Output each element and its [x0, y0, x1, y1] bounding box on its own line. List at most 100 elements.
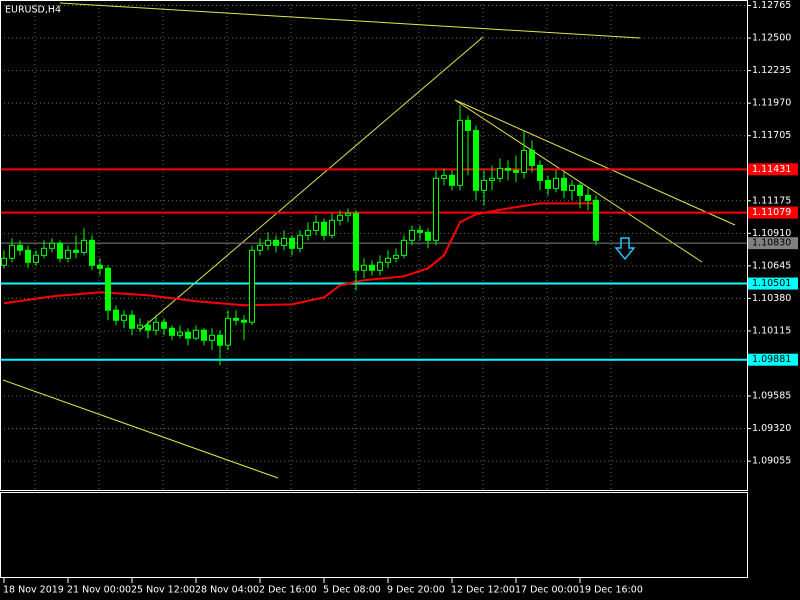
candle-body: [49, 242, 55, 249]
candle-body: [305, 229, 311, 236]
candle-body: [161, 321, 167, 329]
candle-body: [345, 212, 351, 216]
price-level-label: 1.10501: [752, 278, 791, 289]
candle-body: [401, 239, 407, 256]
candle-body: [393, 254, 399, 259]
main-panel-frame: [0, 0, 748, 491]
candle-body: [193, 329, 199, 339]
level-labels: 1.11431 1.11079 1.10830 1.10501 1.09881: [748, 163, 798, 366]
candle-body: [313, 221, 319, 231]
candle-body: [321, 221, 327, 236]
candle-body: [209, 334, 215, 341]
price-level-label: 1.09881: [752, 354, 791, 365]
candle-body: [217, 334, 223, 346]
candle-body: [553, 177, 559, 189]
candle-body: [329, 219, 335, 236]
candle-body: [65, 249, 71, 259]
candle-body: [529, 149, 535, 166]
candle-body: [585, 194, 591, 201]
y-tick-label: 1.11970: [752, 98, 791, 109]
x-tick-label: 12 Dec 12:00: [451, 585, 515, 596]
candle-body: [41, 247, 47, 256]
candle-body: [537, 164, 543, 181]
sub-panel-frame: [0, 492, 748, 578]
price-level-label: 1.11431: [752, 164, 791, 175]
trend-line: [454, 99, 703, 263]
candle-body: [105, 267, 111, 311]
candle-body: [513, 169, 519, 173]
price-level-label: 1.11079: [752, 207, 791, 218]
candle-body: [33, 254, 39, 263]
candle-body: [473, 129, 479, 191]
x-tick-label: 9 Dec 20:00: [387, 585, 445, 596]
sell-arrow: [614, 237, 636, 261]
x-tick-label: 17 Dec 00:00: [515, 585, 579, 596]
candle-body: [545, 179, 551, 189]
x-tick-label: 5 Dec 08:00: [323, 585, 381, 596]
grid: [0, 0, 747, 490]
candle-body: [121, 314, 127, 321]
candle-body: [377, 261, 383, 271]
y-tick-label: 1.12500: [752, 33, 791, 44]
trend-line: [454, 99, 736, 226]
candle-body: [201, 329, 207, 341]
candle-body: [73, 249, 79, 253]
y-tick-label: 1.10380: [752, 293, 791, 304]
candle-body: [457, 119, 463, 186]
candle-body: [577, 184, 583, 196]
trend-line: [2, 379, 279, 479]
candle-body: [145, 324, 151, 331]
candle-body: [521, 149, 527, 173]
y-tick-label: 1.09320: [752, 423, 791, 434]
candle-body: [185, 331, 191, 339]
candle-body: [505, 167, 511, 171]
candle-body: [361, 264, 367, 271]
candle-body: [593, 199, 599, 241]
y-tick-label: 1.10645: [752, 260, 791, 271]
candle-body: [297, 234, 303, 249]
levels: [0, 168, 747, 361]
candle-body: [489, 177, 495, 181]
price-level-tag: [748, 237, 798, 250]
candle-body: [81, 239, 87, 253]
candle-body: [433, 177, 439, 241]
candle-body: [289, 237, 295, 249]
candle-body: [97, 264, 103, 269]
x-tick-label: 25 Nov 12:00: [131, 585, 195, 596]
candle-body: [57, 242, 63, 259]
candle-body: [353, 212, 359, 271]
y-tick-label: 1.10115: [752, 325, 791, 336]
candle-body: [249, 249, 255, 323]
candle-body: [1, 257, 7, 266]
candle-body: [153, 321, 159, 331]
candle-body: [233, 317, 239, 321]
candle-body: [409, 229, 415, 241]
candle-body: [569, 184, 575, 191]
x-tick-label: 21 Nov 00:00: [67, 585, 131, 596]
candle-body: [225, 317, 231, 346]
price-level-label: 1.10830: [752, 238, 791, 249]
trend-line: [139, 36, 484, 331]
y-tick-label: 1.10910: [752, 228, 791, 239]
price-level-tag: [748, 163, 798, 176]
candle-body: [449, 174, 455, 186]
candle-body: [385, 257, 391, 263]
candle-body: [241, 319, 247, 323]
y-tick-label: 1.11175: [752, 195, 791, 206]
x-tick-label: 19 Dec 16:00: [579, 585, 643, 596]
moving-average: [3, 202, 596, 307]
candle-body: [497, 167, 503, 179]
candle-body: [465, 119, 471, 131]
candle-body: [113, 309, 119, 321]
axes: 1.12765 1.12500 1.12235 1.11970 1.11705 1.111…: [3, 0, 791, 595]
x-tick-label: 28 Nov 04:00: [195, 585, 259, 596]
candle-body: [481, 179, 487, 191]
candle-body: [257, 244, 263, 251]
y-tick-label: 1.12235: [752, 65, 791, 76]
trend-line: [59, 2, 641, 39]
x-tick-label: 18 Nov 2019: [3, 585, 64, 596]
moving-average-line: [3, 202, 596, 307]
candle-body: [9, 244, 15, 259]
candle-body: [137, 324, 143, 329]
